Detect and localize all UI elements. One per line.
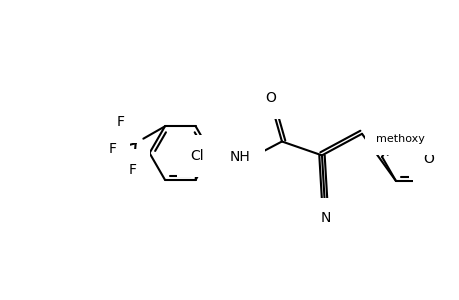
Text: F: F (116, 115, 124, 129)
Text: O: O (422, 152, 433, 166)
Text: F: F (128, 163, 136, 177)
Text: Cl: Cl (190, 149, 204, 163)
Text: O: O (265, 92, 276, 105)
Text: methoxy: methoxy (375, 134, 424, 143)
Text: N: N (320, 212, 330, 226)
Text: NH: NH (230, 150, 250, 164)
Text: F: F (108, 142, 116, 157)
